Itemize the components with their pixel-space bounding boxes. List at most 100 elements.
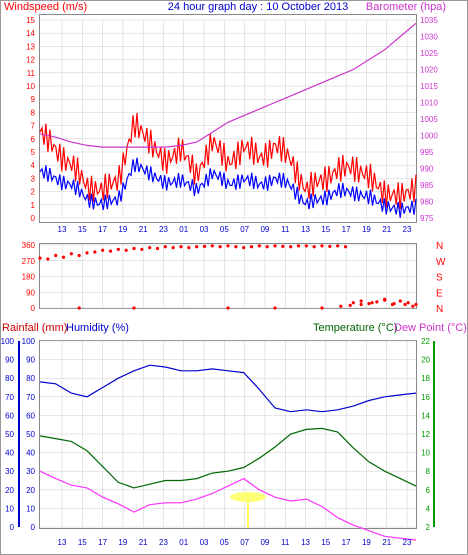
wind-tick-label: 1 xyxy=(31,201,36,210)
time-tick-label: 19 xyxy=(118,225,127,234)
time-tick-label: 05 xyxy=(220,225,229,234)
rainfall-tick-label: 50 xyxy=(5,430,14,439)
humidity-line xyxy=(39,364,417,413)
direction-point xyxy=(163,245,167,249)
direction-point xyxy=(85,251,89,255)
time-tick-label: 15 xyxy=(321,225,330,234)
wind-tick-label: 8 xyxy=(31,108,36,117)
direction-point xyxy=(367,302,371,306)
time-tick-label: 21 xyxy=(139,225,148,234)
wind-tick-label: 12 xyxy=(26,56,35,65)
time-tick-label: 09 xyxy=(260,225,269,234)
wind-tick-label: 11 xyxy=(27,69,36,78)
sun-marker-icon xyxy=(230,492,266,528)
windspeed-axis-label: Windspeed (m/s) xyxy=(4,1,87,13)
direction-point xyxy=(289,245,293,249)
direction-point xyxy=(242,246,246,250)
direction-point xyxy=(265,245,269,249)
time-tick-label: 03 xyxy=(200,225,209,234)
barometer-tick-label: 980 xyxy=(420,198,434,207)
time-tick-label: 13 xyxy=(58,538,67,547)
temperature-line xyxy=(39,427,417,489)
compass-label: N xyxy=(436,241,443,252)
direction-tick-label: 180 xyxy=(22,273,36,282)
time-tick-label: 01 xyxy=(179,225,188,234)
direction-point xyxy=(403,302,407,307)
humidity-tick-label: 90 xyxy=(26,356,35,365)
direction-point xyxy=(38,256,42,260)
direction-point xyxy=(77,306,81,310)
rainfall-axis-label: Rainfall (mm) xyxy=(2,322,67,334)
rainfall-tick-label: 80 xyxy=(5,374,14,383)
temperature-tick-label: 18 xyxy=(421,374,430,383)
direction-point xyxy=(312,245,316,249)
humidity-tick-label: 30 xyxy=(26,467,35,476)
direction-tick-label: 0 xyxy=(31,304,36,313)
wind-tick-label: 0 xyxy=(31,214,36,223)
rainfall-tick-label: 90 xyxy=(5,356,14,365)
rainfall-tick-label: 0 xyxy=(10,523,15,532)
direction-point xyxy=(155,246,160,251)
time-tick-label: 11 xyxy=(281,538,290,547)
wind-gust-line xyxy=(39,113,417,210)
compass-label: N xyxy=(436,304,443,315)
time-tick-label: 17 xyxy=(342,538,351,547)
direction-point xyxy=(351,301,355,305)
humidity-tick-label: 80 xyxy=(26,374,35,383)
time-tick-label: 15 xyxy=(321,538,330,547)
wind-tick-label: 14 xyxy=(26,29,35,38)
direction-point xyxy=(398,299,402,303)
direction-point xyxy=(273,244,277,248)
temperature-tick-label: 22 xyxy=(421,337,430,346)
direction-point xyxy=(375,300,379,304)
temperature-tick-label: 2 xyxy=(426,523,431,532)
temperature-tick-label: 12 xyxy=(421,430,430,439)
direction-point xyxy=(54,253,58,258)
wind-tick-label: 4 xyxy=(31,161,36,170)
time-tick-label: 19 xyxy=(362,225,371,234)
time-tick-label: 13 xyxy=(301,225,310,234)
direction-point xyxy=(348,303,352,307)
rainfall-tick-label: 30 xyxy=(5,467,14,476)
rainfall-tick-label: 70 xyxy=(5,393,14,402)
wind-panel xyxy=(39,14,417,223)
rainfall-tick-label: 20 xyxy=(5,486,14,495)
compass-label: W xyxy=(436,257,446,268)
time-tick-label: 19 xyxy=(362,538,371,547)
time-tick-label: 01 xyxy=(179,538,188,547)
time-tick-label: 21 xyxy=(382,538,391,547)
direction-point xyxy=(187,246,191,250)
time-tick-label: 05 xyxy=(220,538,229,547)
temperature-tick-label: 8 xyxy=(426,467,431,476)
direction-point xyxy=(226,306,230,310)
humidity-tick-label: 40 xyxy=(26,449,35,458)
direction-point xyxy=(77,253,81,258)
direction-point xyxy=(411,304,415,308)
direction-point xyxy=(202,244,207,248)
humidity-tick-label: 70 xyxy=(26,393,35,402)
compass-label: E xyxy=(436,288,443,299)
rainfall-tick-label: 10 xyxy=(5,504,14,513)
direction-point xyxy=(328,244,332,248)
time-tick-label: 23 xyxy=(159,538,168,547)
temperature-tick-label: 14 xyxy=(421,411,430,420)
direction-point xyxy=(370,301,374,305)
barometer-tick-label: 1035 xyxy=(420,16,438,25)
wind-average-line xyxy=(39,157,417,218)
humidity-tick-label: 0 xyxy=(31,523,36,532)
temperature-tick-label: 10 xyxy=(421,449,430,458)
direction-point xyxy=(171,246,175,250)
direction-point xyxy=(336,244,340,248)
direction-point xyxy=(218,245,222,249)
wind-tick-label: 10 xyxy=(26,82,35,91)
time-tick-label: 09 xyxy=(260,538,269,547)
direction-point xyxy=(101,248,105,252)
direction-point xyxy=(132,306,136,310)
chart-title: 24 hour graph day : 10 October 2013 xyxy=(168,1,348,13)
direction-point xyxy=(93,250,97,254)
wind-tick-label: 15 xyxy=(26,16,35,25)
direction-point xyxy=(195,245,199,249)
time-tick-label: 17 xyxy=(342,225,351,234)
humidity-tick-label: 20 xyxy=(26,486,35,495)
